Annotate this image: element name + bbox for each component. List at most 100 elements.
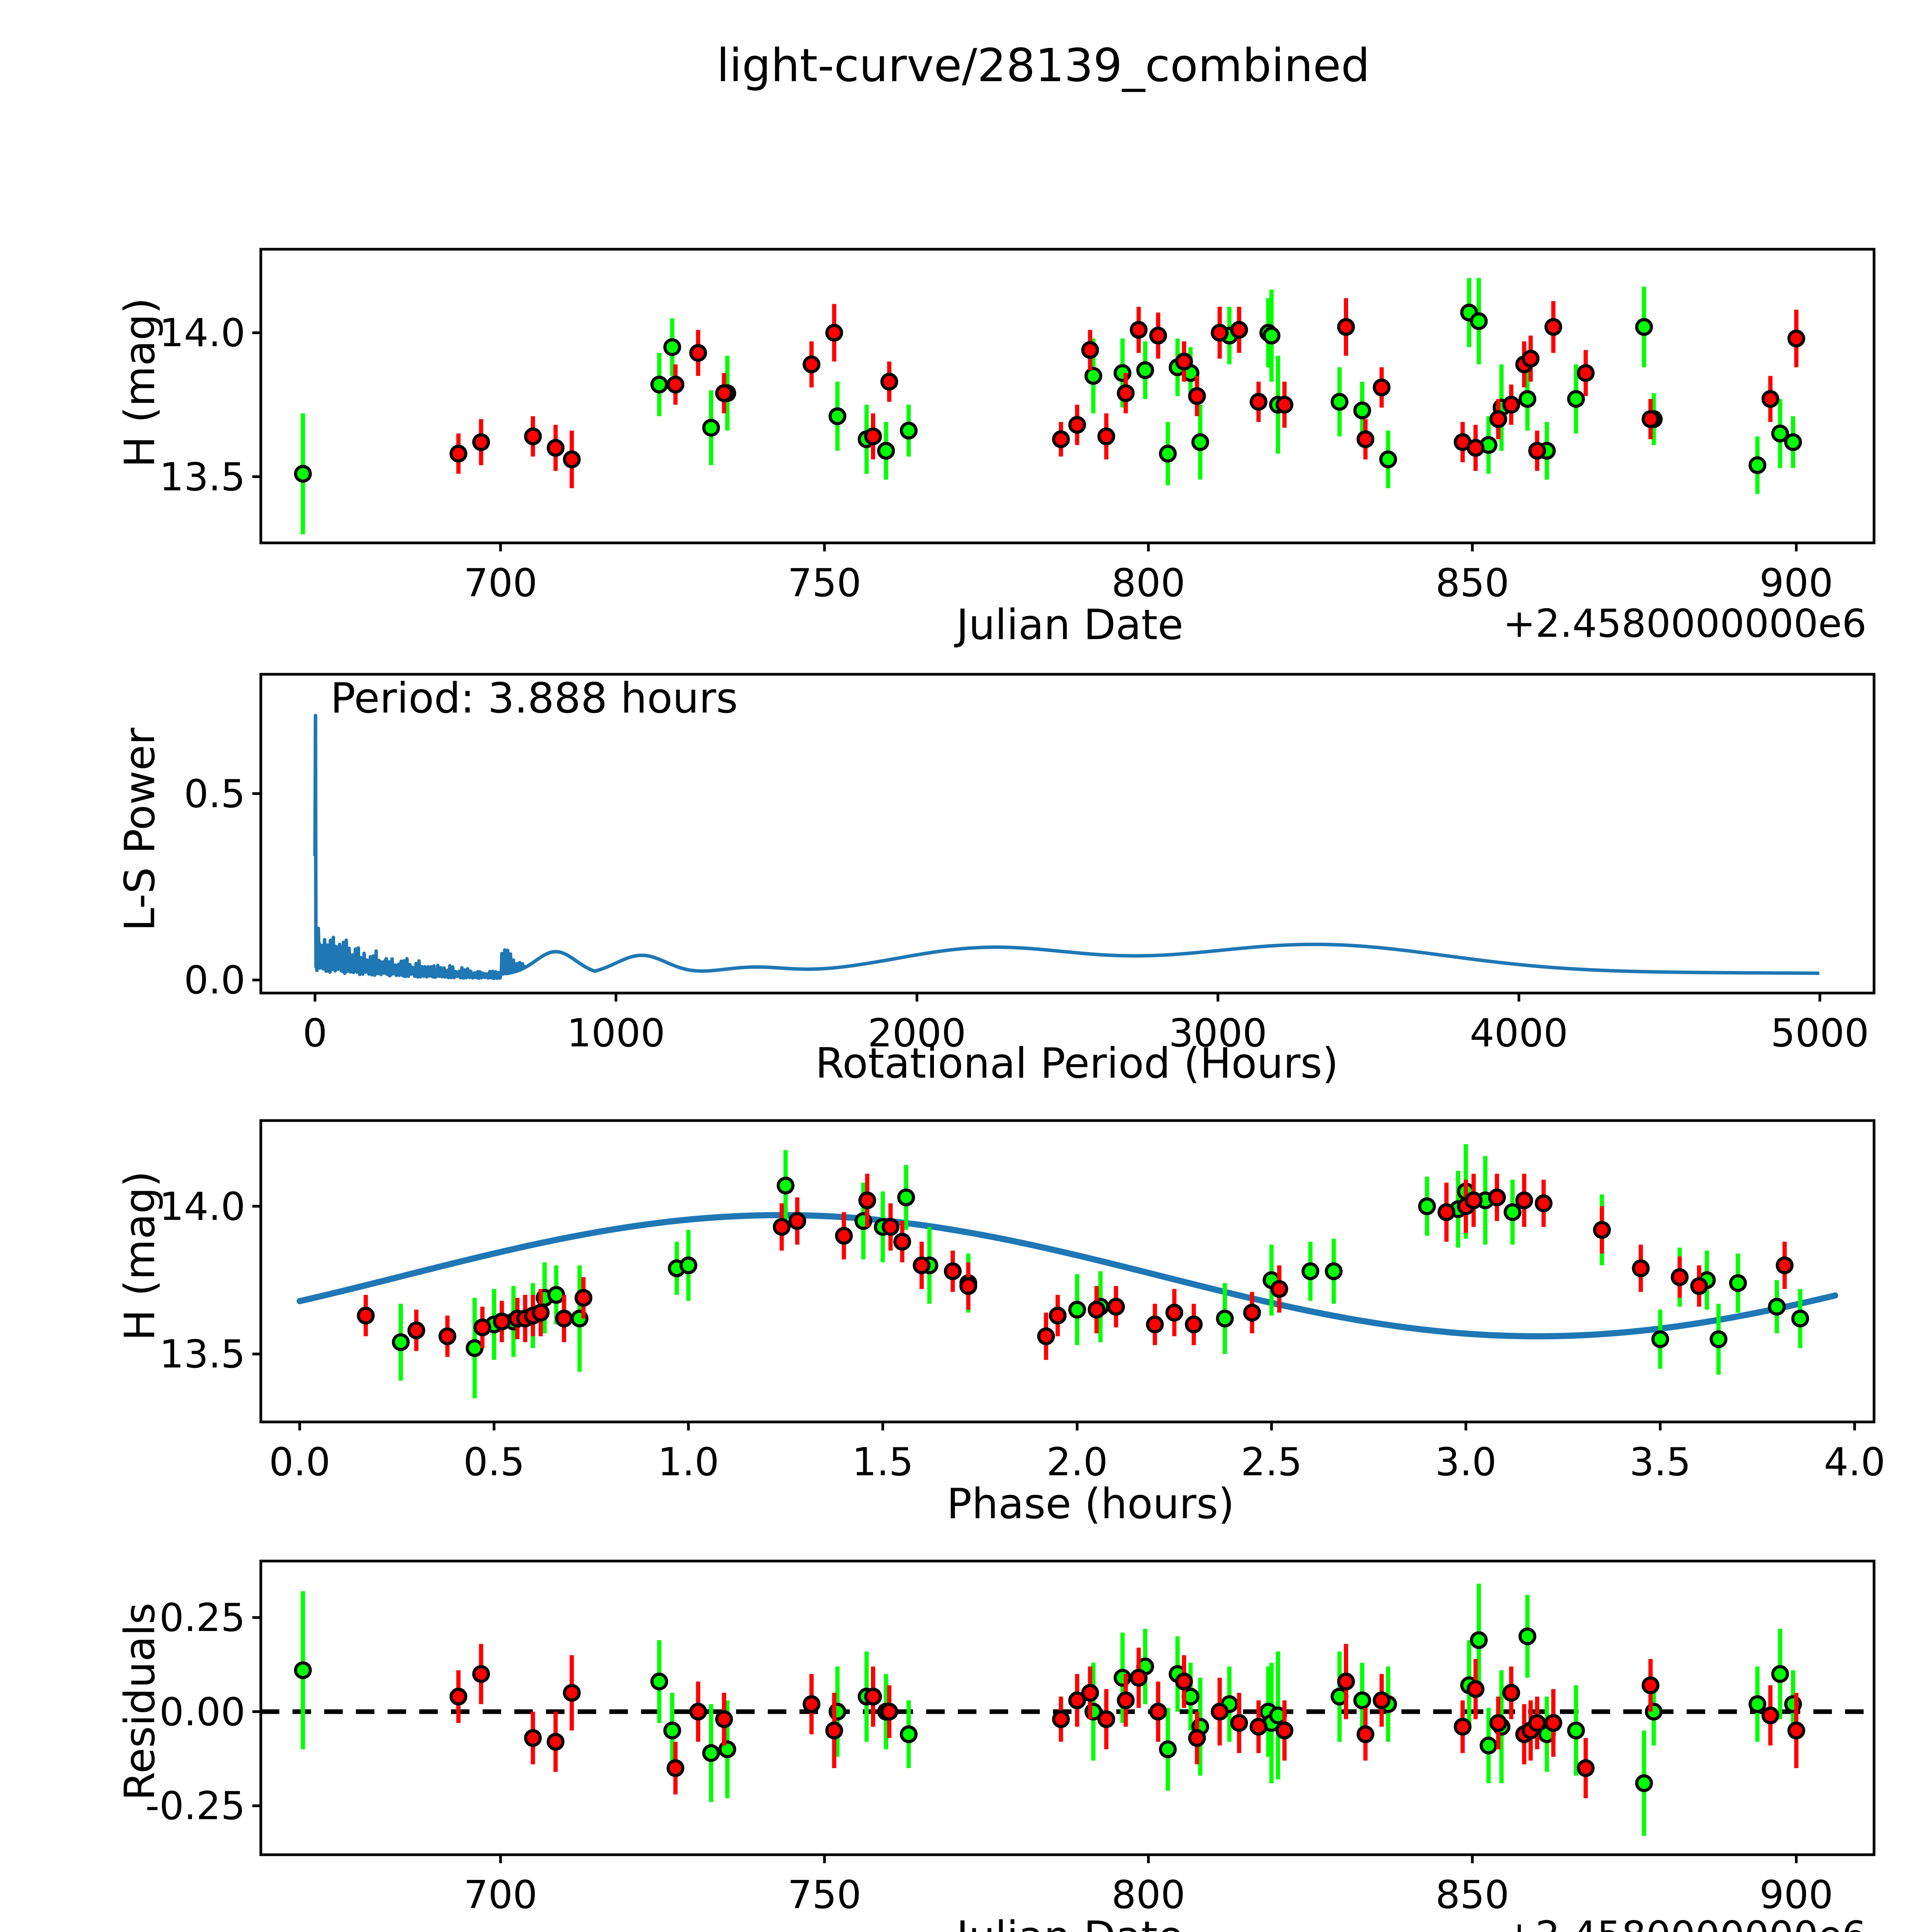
data-point: [1534, 1194, 1553, 1213]
light-curve-series-green: [294, 278, 1802, 534]
plot-frame: [259, 248, 1876, 544]
data-point: [1356, 1725, 1374, 1743]
data-point: [718, 1740, 736, 1759]
phase-y-axis-label: H (mag): [116, 1171, 164, 1341]
data-point: [1325, 1262, 1343, 1280]
data-point: [1129, 321, 1148, 339]
data-point: [1159, 1740, 1177, 1759]
data-point: [1522, 350, 1540, 368]
data-point: [702, 418, 720, 437]
residuals-plot-area: [252, 1560, 1876, 1863]
data-point: [546, 439, 565, 457]
data-point: [1464, 1191, 1483, 1209]
data-point: [1149, 1702, 1167, 1721]
data-point: [1097, 427, 1116, 446]
data-point: [1488, 1188, 1506, 1206]
data-point: [1454, 1718, 1472, 1736]
phase-series-green: [392, 1144, 1809, 1398]
data-point: [1748, 456, 1767, 474]
data-point: [825, 1721, 843, 1740]
light-curve-yticklabel: 14.0: [159, 310, 245, 356]
residuals-yticklabel: 0.00: [159, 1689, 245, 1735]
data-point: [1068, 416, 1086, 434]
residuals-xticklabel: 900: [1759, 1872, 1833, 1917]
data-point: [880, 372, 898, 391]
data-point: [1567, 1721, 1585, 1740]
data-point: [858, 1191, 876, 1209]
data-point: [1670, 1268, 1689, 1286]
data-point: [1188, 1729, 1206, 1747]
phase-yticklabel: 14.0: [159, 1184, 245, 1229]
data-point: [1117, 1691, 1135, 1709]
periodogram-power-curve: [313, 714, 1821, 980]
data-point: [1651, 1330, 1669, 1348]
phase-xticklabel: 0.5: [463, 1439, 525, 1485]
data-point: [1518, 1627, 1536, 1645]
data-point: [546, 1733, 565, 1751]
data-point: [1791, 1310, 1809, 1328]
data-point: [1081, 341, 1099, 359]
data-point: [563, 450, 581, 468]
data-point: [1544, 1714, 1563, 1732]
data-point: [1768, 1298, 1786, 1316]
data-point: [1761, 390, 1779, 408]
residuals-series-red: [449, 1644, 1805, 1798]
data-point: [555, 1310, 573, 1328]
residuals-panel: [252, 1560, 1876, 1863]
data-point: [438, 1327, 456, 1345]
residuals-x-axis-label: Julian Date: [956, 1913, 1183, 1932]
data-point: [1276, 1721, 1294, 1740]
data-point: [1211, 1702, 1229, 1721]
light-curve-xticklabel: 750: [787, 560, 862, 605]
data-point: [392, 1333, 410, 1351]
phase-xticklabel: 4.0: [1824, 1439, 1886, 1485]
data-point: [944, 1262, 962, 1280]
data-point: [1761, 1706, 1779, 1725]
data-point: [1771, 1665, 1789, 1683]
plot-frame: [259, 1560, 1876, 1856]
residuals-x-offset-text: +2.4580000000e6: [1503, 1913, 1867, 1932]
phase-folded-panel: [252, 1119, 1876, 1430]
data-point: [1635, 318, 1653, 336]
residuals-xticklabel: 700: [463, 1872, 537, 1917]
data-point: [1709, 1330, 1728, 1348]
data-point: [1641, 1676, 1660, 1694]
data-point: [357, 1306, 375, 1325]
data-point: [1379, 450, 1397, 468]
data-point: [1356, 430, 1374, 448]
data-point: [1068, 1301, 1086, 1319]
periodogram-yticklabel: 0.5: [184, 771, 245, 816]
data-point: [524, 1729, 542, 1747]
data-point: [777, 1177, 795, 1195]
periodogram-y-axis-label: L-S Power: [116, 728, 164, 931]
data-point: [1787, 329, 1805, 347]
data-point: [893, 1233, 911, 1251]
data-point: [1129, 1669, 1148, 1687]
data-point: [1372, 378, 1391, 396]
light-curve-xticklabel: 900: [1759, 560, 1833, 605]
data-point: [1577, 364, 1595, 382]
data-point: [1437, 1203, 1456, 1221]
data-point: [563, 1684, 581, 1702]
data-point: [1216, 1310, 1234, 1328]
data-point: [1353, 401, 1371, 420]
data-point: [1470, 1631, 1488, 1649]
data-point: [828, 407, 847, 425]
data-point: [877, 442, 895, 460]
data-point: [1577, 1759, 1595, 1777]
periodogram-yticklabel: 0.0: [184, 957, 245, 1003]
phase-xticklabel: 3.5: [1629, 1439, 1691, 1485]
data-point: [1052, 1710, 1070, 1728]
data-point: [1136, 361, 1154, 379]
data-point: [679, 1256, 697, 1274]
light-curve-xticklabel: 800: [1111, 560, 1185, 605]
data-point: [1117, 384, 1135, 402]
periodogram-x-axis-label: Rotational Period (Hours): [815, 1039, 1338, 1088]
data-point: [1518, 390, 1536, 408]
phase-xticklabel: 2.5: [1241, 1439, 1303, 1485]
data-point: [1301, 1262, 1320, 1280]
data-point: [1528, 1714, 1546, 1732]
data-point: [1037, 1327, 1055, 1345]
residuals-yticklabel: 0.25: [159, 1595, 245, 1641]
